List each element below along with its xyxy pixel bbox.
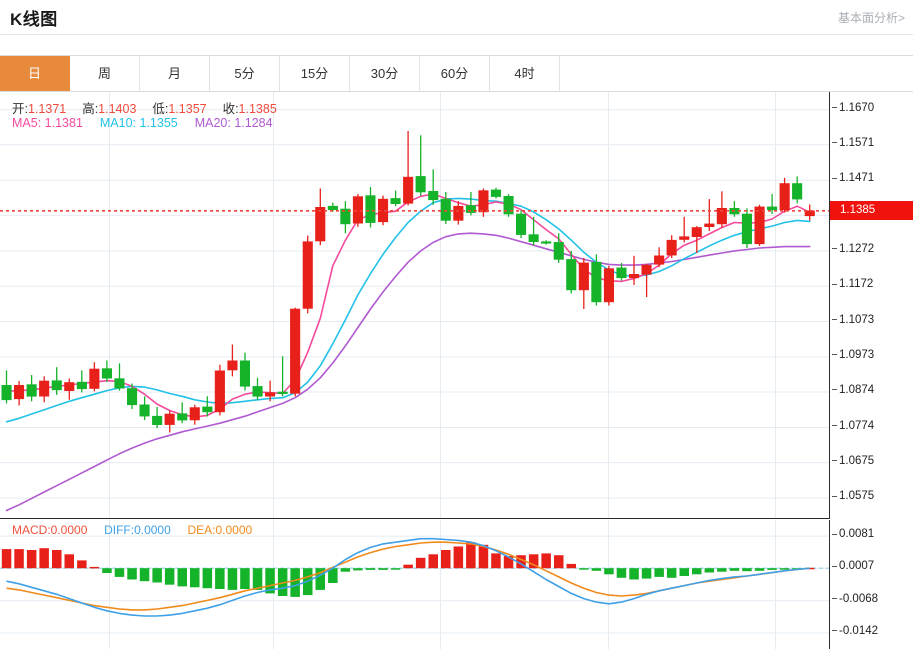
close-label: 收: xyxy=(222,102,239,116)
price-axis-tick: 1.0973 xyxy=(832,349,874,361)
price-axis-tick: 1.0874 xyxy=(832,384,874,396)
macd-axis-tick: -0.0142 xyxy=(832,625,878,637)
macd-legend: MACD:0.0000 DIFF:0.0000 DEA:0.0000 xyxy=(12,523,252,537)
price-axis-tick: 1.1571 xyxy=(832,137,874,149)
macd-label: MACD: xyxy=(12,523,51,537)
ma10-value: 1.1355 xyxy=(139,116,178,130)
tab-4[interactable]: 15分 xyxy=(280,56,350,91)
close-value: 1.1385 xyxy=(238,102,277,116)
header-divider xyxy=(0,34,913,35)
page-title: K线图 xyxy=(10,10,58,29)
price-axis: 1.16701.15711.14711.13721.12721.11721.10… xyxy=(830,92,913,649)
candlestick-plot xyxy=(0,92,829,518)
price-axis-tick: 1.1471 xyxy=(832,172,874,184)
low-label: 低: xyxy=(152,102,169,116)
macd-axis-tick: -0.0068 xyxy=(832,593,878,605)
open-value: 1.1371 xyxy=(27,102,67,116)
tab-2[interactable]: 月 xyxy=(140,56,210,91)
ma5-label: MA5: xyxy=(12,116,42,130)
page-header: K线图 基本面分析> xyxy=(0,0,913,35)
ohlc-legend: 开:1.1371 高:1.1403 低:1.1357 收:1.1385 xyxy=(12,98,277,117)
ma5-value: 1.1381 xyxy=(44,116,83,130)
ma20-label: MA20: xyxy=(194,116,231,130)
macd-axis-tick: 0.0007 xyxy=(832,560,874,572)
macd-value: 0.0000 xyxy=(50,523,88,537)
macd-axis-tick: 0.0081 xyxy=(832,528,874,540)
high-label: 高: xyxy=(82,102,99,116)
low-value: 1.1357 xyxy=(168,102,207,116)
tab-6[interactable]: 60分 xyxy=(420,56,490,91)
tab-7[interactable]: 4时 xyxy=(490,56,560,91)
price-panel[interactable]: 开:1.1371 高:1.1403 低:1.1357 收:1.1385 MA5:… xyxy=(0,92,830,519)
macd-plot xyxy=(0,520,829,649)
high-value: 1.1403 xyxy=(98,102,137,116)
ma20-value: 1.1284 xyxy=(234,116,273,130)
diff-label: DIFF: xyxy=(104,523,135,537)
price-axis-tick: 1.0675 xyxy=(832,455,874,467)
dea-value: 0.0000 xyxy=(215,523,253,537)
open-label: 开: xyxy=(12,102,28,116)
fundamental-analysis-link[interactable]: 基本面分析> xyxy=(837,11,905,25)
price-axis-tick: 1.0575 xyxy=(832,490,874,502)
ma10-label: MA10: xyxy=(99,116,137,130)
price-axis-tick: 1.1172 xyxy=(832,278,873,290)
price-axis-tick: 1.1670 xyxy=(832,102,874,114)
tab-3[interactable]: 5分 xyxy=(210,56,280,91)
ma-legend: MA5: 1.1381 MA10: 1.1355 MA20: 1.1284 xyxy=(12,116,273,130)
chart-area: 开:1.1371 高:1.1403 低:1.1357 收:1.1385 MA5:… xyxy=(0,92,913,649)
tab-1[interactable]: 周 xyxy=(70,56,140,91)
tab-0[interactable]: 日 xyxy=(0,56,70,91)
price-axis-tick: 1.1073 xyxy=(832,314,874,326)
price-axis-tick: 1.0774 xyxy=(832,420,874,432)
tabbar-filler xyxy=(560,56,913,91)
diff-value: 0.0000 xyxy=(134,523,171,537)
price-axis-tick: 1.1272 xyxy=(832,243,874,255)
dea-label: DEA: xyxy=(187,523,216,537)
tab-5[interactable]: 30分 xyxy=(350,56,420,91)
current-price-badge: 1.1385 xyxy=(830,201,913,221)
timeframe-tabbar: 日周月 5分 15分 30分 60分 4时 xyxy=(0,55,913,92)
macd-panel[interactable]: MACD:0.0000 DIFF:0.0000 DEA:0.0000 xyxy=(0,520,830,649)
